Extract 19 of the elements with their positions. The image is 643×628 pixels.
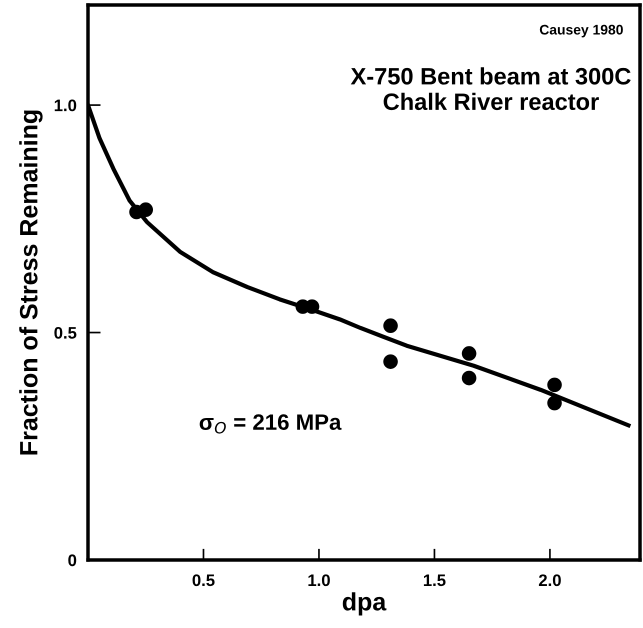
point bbox=[462, 370, 476, 386]
x-tick-label: 1.0 bbox=[308, 574, 330, 586]
point bbox=[547, 396, 562, 410]
x-tick-label: 0.5 bbox=[192, 574, 215, 586]
annotation: X-750 Bent beam at 300C Chalk River reactor bbox=[350, 67, 631, 110]
point bbox=[547, 378, 562, 392]
y-tick-label: 1.0 bbox=[54, 99, 76, 112]
point bbox=[383, 318, 398, 333]
point bbox=[383, 354, 398, 369]
y-tick-label: 0 bbox=[68, 554, 76, 566]
y-tick-label: 0.5 bbox=[54, 326, 76, 339]
annotation: σ$_{O}$ = 216 MPa bbox=[200, 414, 342, 434]
point bbox=[138, 202, 154, 217]
point bbox=[462, 346, 476, 361]
y-axis-title: Fraction of Stress Remaining bbox=[19, 110, 43, 454]
annotation: Causey 1980 bbox=[540, 24, 623, 38]
x-tick-label: 1.5 bbox=[424, 574, 446, 586]
x-axis-title: dpa bbox=[342, 592, 386, 616]
x-tick-label: 2.0 bbox=[538, 574, 561, 586]
